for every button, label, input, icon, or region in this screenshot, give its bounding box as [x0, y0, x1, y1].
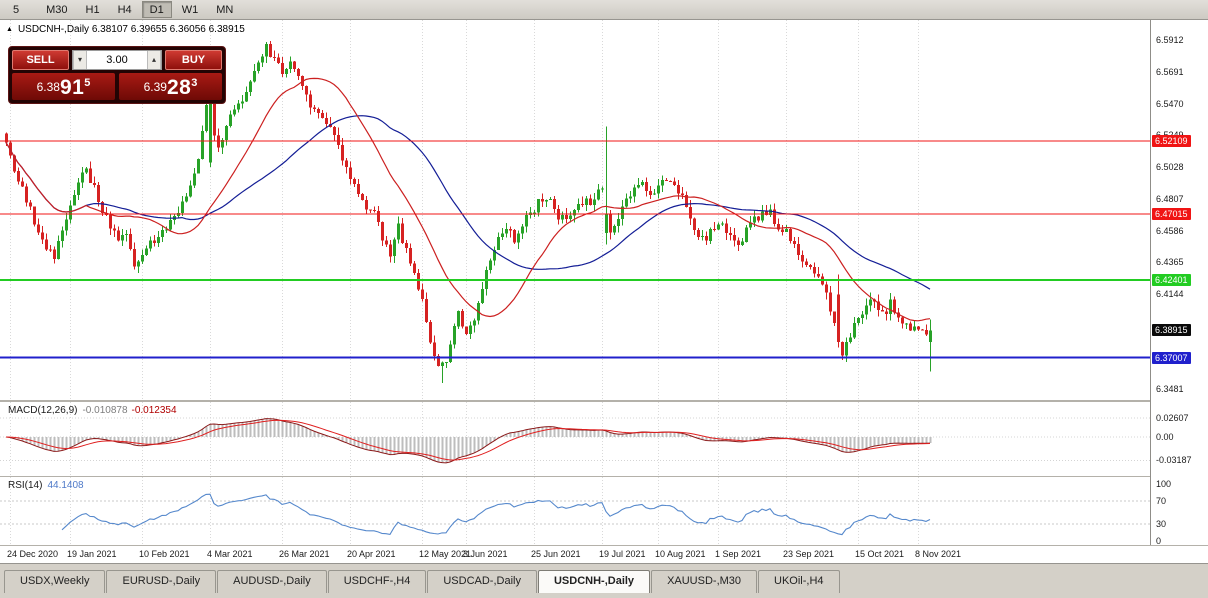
- time-axis[interactable]: 24 Dec 2020 19 Jan 2021 10 Feb 2021 4 Mar 2…: [0, 546, 1208, 563]
- price-axis-label: 100: [1156, 479, 1172, 489]
- price-axis[interactable]: 6.59126.56916.54706.52496.50286.48076.45…: [1150, 20, 1208, 546]
- date-axis-label: 10 Feb 2021: [139, 549, 190, 559]
- date-axis-label: 19 Jan 2021: [67, 549, 117, 559]
- chart-tab-usdcad-daily[interactable]: USDCAD-,Daily: [427, 570, 537, 593]
- moving-average-layer: [5, 77, 931, 322]
- sell-price-main: 91: [59, 76, 85, 99]
- chart-tab-ukoil-h4[interactable]: UKOil-,H4: [758, 570, 840, 593]
- price-axis-label: 0.00: [1156, 432, 1174, 442]
- macd-name: MACD(12,26,9): [8, 405, 78, 416]
- main-price-chart[interactable]: [0, 20, 1150, 400]
- rsi-value: 44.1408: [47, 480, 84, 491]
- price-line-badge: 6.47015: [1152, 207, 1191, 220]
- trade-panel-controls: SELL ▾ ▴ BUY: [12, 50, 222, 70]
- timeframe-button-mn[interactable]: MN: [208, 1, 241, 18]
- volume-decrease-button[interactable]: ▾: [73, 51, 87, 69]
- chart-tab-eurusd-daily[interactable]: EURUSD-,Daily: [106, 570, 217, 593]
- date-axis-label: 20 Apr 2021: [347, 549, 396, 559]
- price-axis-label: 6.5691: [1156, 66, 1184, 77]
- date-axis-label: 10 Aug 2021: [655, 549, 706, 559]
- chart-collapse-icon[interactable]: ▲: [6, 25, 13, 33]
- price-axis-label: 6.4807: [1156, 193, 1184, 204]
- price-axis-label: 6.5912: [1156, 35, 1184, 46]
- hline-layer[interactable]: [0, 140, 1150, 359]
- current-price-badge: 6.38915: [1152, 324, 1191, 337]
- chart-tabs: USDX,Weekly EURUSD-,Daily AUDUSD-,Daily USD…: [0, 564, 1208, 593]
- timeframe-button-m30[interactable]: M30: [38, 1, 75, 18]
- buy-price-prefix: 6.39: [143, 80, 167, 94]
- pane-separator: [0, 545, 1208, 546]
- price-axis-label: 0.02607: [1156, 412, 1189, 423]
- volume-control: ▾ ▴: [72, 50, 162, 70]
- buy-price-display[interactable]: 6.39 28 3: [119, 73, 222, 100]
- date-axis-label: 12 May 2021: [419, 549, 472, 559]
- date-axis-label: 23 Sep 2021: [783, 549, 835, 559]
- price-axis-label: 70: [1156, 496, 1167, 507]
- timeframe-button-h4[interactable]: H4: [110, 1, 140, 18]
- date-axis-label: 26 Mar 2021: [279, 549, 330, 559]
- date-axis-label: 8 Nov 2021: [915, 549, 962, 559]
- buy-price-sup: 3: [191, 77, 198, 89]
- sell-price-prefix: 6.38: [36, 80, 60, 94]
- price-axis-label: 6.3481: [1156, 384, 1184, 395]
- price-axis-label: 6.5470: [1156, 98, 1184, 109]
- date-axis-label: 19 Jul 2021: [599, 549, 646, 559]
- buy-button[interactable]: BUY: [165, 50, 222, 70]
- chart-tab-audusd-daily[interactable]: AUDUSD-,Daily: [217, 570, 327, 593]
- rsi-grid-layer: [0, 477, 1150, 545]
- volume-input[interactable]: [87, 51, 147, 69]
- price-axis-label: -0.03187: [1156, 455, 1192, 466]
- chart-tab-usdcnh-daily[interactable]: USDCNH-,Daily: [537, 570, 651, 593]
- price-line-badge: 6.52109: [1152, 134, 1191, 147]
- macd-indicator-pane[interactable]: [0, 402, 1150, 476]
- date-axis-label: 15 Oct 2021: [855, 549, 905, 559]
- ma-fast-line: [5, 77, 931, 322]
- macd-histogram: [5, 418, 932, 463]
- macd-main-value: -0.010878: [82, 405, 128, 416]
- pane-separator[interactable]: [0, 476, 1208, 477]
- sell-button[interactable]: SELL: [12, 50, 69, 70]
- price-axis-label: 6.5028: [1156, 162, 1184, 173]
- rsi-name: RSI(14): [8, 480, 43, 491]
- macd-main-line: [5, 418, 931, 464]
- price-axis-label: 30: [1156, 518, 1167, 529]
- timeframe-toolbar: 5 M30 H1 H4 D1 W1 MN: [0, 0, 1208, 20]
- rsi-indicator-pane[interactable]: [0, 477, 1150, 545]
- chart-tab-usdchf-h4[interactable]: USDCHF-,H4: [327, 570, 427, 593]
- chart-ohlc-title: USDCNH-,Daily 6.38107 6.39655 6.36056 6.…: [17, 24, 245, 35]
- date-axis-label: 24 Dec 2020: [7, 549, 59, 559]
- ma-slow-line: [5, 115, 931, 290]
- macd-signal-value: -0.012354: [131, 405, 177, 416]
- sell-price-display[interactable]: 6.38 91 5: [12, 73, 115, 100]
- date-axis-label: 1 Sep 2021: [715, 549, 762, 559]
- price-axis-label: 6.4586: [1156, 225, 1184, 236]
- price-line-badge: 6.42401: [1152, 274, 1191, 287]
- timeframe-button-h1[interactable]: H1: [78, 1, 108, 18]
- pane-separator[interactable]: [0, 400, 1208, 402]
- timeframe-button-w1[interactable]: W1: [174, 1, 207, 18]
- volume-increase-button[interactable]: ▴: [147, 51, 161, 69]
- price-axis-label: 0: [1156, 536, 1162, 546]
- timeframe-button-d1[interactable]: D1: [141, 1, 172, 18]
- date-axis-label: 25 Jun 2021: [531, 549, 581, 559]
- date-axis-label: 3 Jun 2021: [463, 549, 508, 559]
- price-axis-label: 6.4144: [1156, 289, 1184, 299]
- macd-signal-line: [5, 419, 931, 461]
- sell-price-sup: 5: [84, 77, 91, 89]
- timeframe-button-5[interactable]: 5: [5, 1, 27, 18]
- rsi-line: [61, 493, 931, 536]
- macd-label: MACD(12,26,9) -0.010878 -0.012354: [8, 405, 177, 416]
- chart-tabs-bar: USDX,Weekly EURUSD-,Daily AUDUSD-,Daily USD…: [0, 563, 1208, 598]
- chart-tab-usdx-weekly[interactable]: USDX,Weekly: [4, 570, 106, 593]
- chart-header: ▲ USDCNH-,Daily 6.38107 6.39655 6.36056 …: [6, 24, 245, 35]
- price-axis-label: 6.4365: [1156, 257, 1184, 268]
- date-axis-label: 4 Mar 2021: [207, 549, 253, 559]
- chart-tab-xauusd-m30[interactable]: XAUUSD-,M30: [651, 570, 758, 593]
- buy-price-main: 28: [166, 76, 192, 99]
- price-line-badge: 6.37007: [1152, 351, 1191, 364]
- trade-panel-prices: 6.38 91 5 6.39 28 3: [12, 73, 222, 100]
- rsi-label: RSI(14) 44.1408: [8, 480, 84, 491]
